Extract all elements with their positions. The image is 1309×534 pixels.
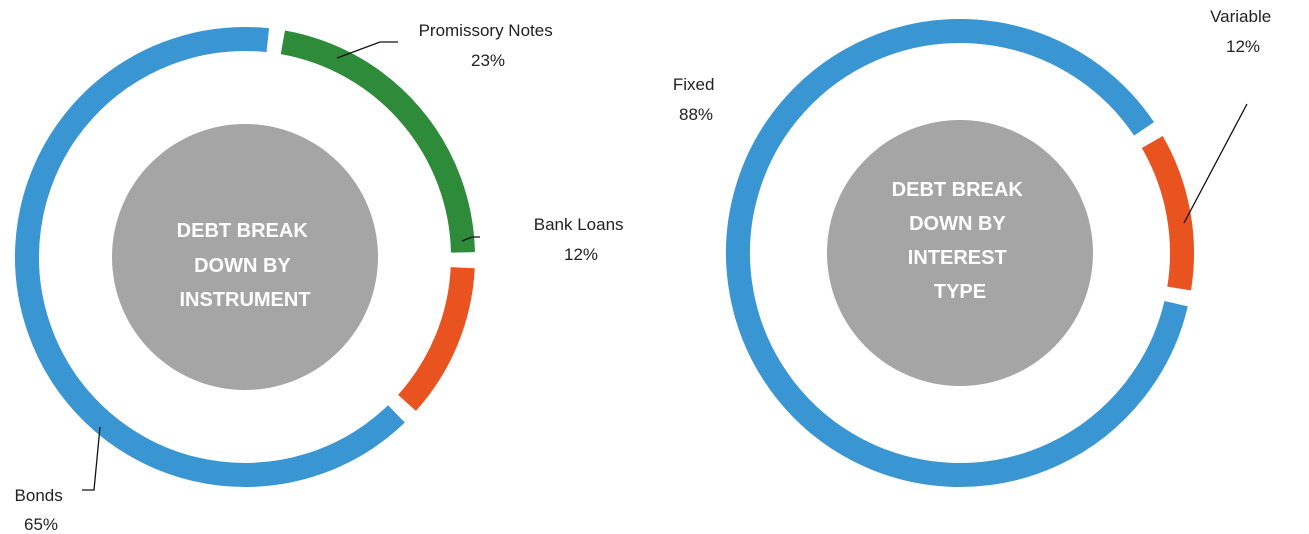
slice-name-bonds: Bonds [15,486,63,505]
slice-value-variable: 12% [1226,37,1260,56]
center-title-line-2: DOWN BY [194,255,291,277]
data-label-bank-loans: Bank Loans 12% [534,215,629,264]
slice-value-bonds: 65% [24,515,58,534]
slice-name-variable: Variable [1210,7,1271,26]
data-label-fixed: Fixed 88% [673,75,719,124]
center-circle-interest-type [827,120,1093,386]
slice-value-bank-loans: 12% [564,245,598,264]
leader-line-bonds [82,426,101,491]
center-title-interest-type: DEBT BREAK DOWN BY INTEREST TYPE [892,179,1029,303]
leader-line-bank-loans [461,236,480,242]
data-label-promissory-notes: Promissory Notes 23% [419,21,558,70]
center-title-line-1: DEBT BREAK [892,179,1024,201]
center-title-instrument: DEBT BREAK DOWN BY INSTRUMENT [177,220,314,311]
data-label-variable: Variable 12% [1210,7,1276,56]
center-title-line-1: DEBT BREAK [177,220,309,242]
slice-variable [1141,136,1194,291]
leader-line-promissory-notes [336,41,398,59]
donut-chart-instrument: DEBT BREAK DOWN BY INSTRUMENT Promissory… [15,21,629,534]
center-title-line-4: TYPE [934,281,986,303]
leader-line-variable [1183,103,1248,224]
center-title-line-3: INTEREST [908,247,1007,269]
slices-interest-type [726,19,1194,487]
center-circle-instrument [112,124,378,390]
slices-instrument [15,27,475,487]
slice-fixed [726,19,1188,487]
center-title-line-3: INSTRUMENT [179,289,310,311]
slice-name-bank-loans: Bank Loans [534,215,624,234]
slice-value-fixed: 88% [679,105,713,124]
slice-promissory-notes [280,30,475,253]
slice-name-promissory-notes: Promissory Notes [419,21,553,40]
center-title-line-2: DOWN BY [909,213,1006,235]
donut-chart-interest-type: DEBT BREAK DOWN BY INTEREST TYPE Variabl… [673,7,1276,487]
slice-name-fixed: Fixed [673,75,715,94]
slice-bank-loans [397,266,475,411]
slice-bonds [15,27,405,487]
data-label-bonds: Bonds 65% [15,486,68,534]
slice-value-promissory-notes: 23% [471,51,505,70]
